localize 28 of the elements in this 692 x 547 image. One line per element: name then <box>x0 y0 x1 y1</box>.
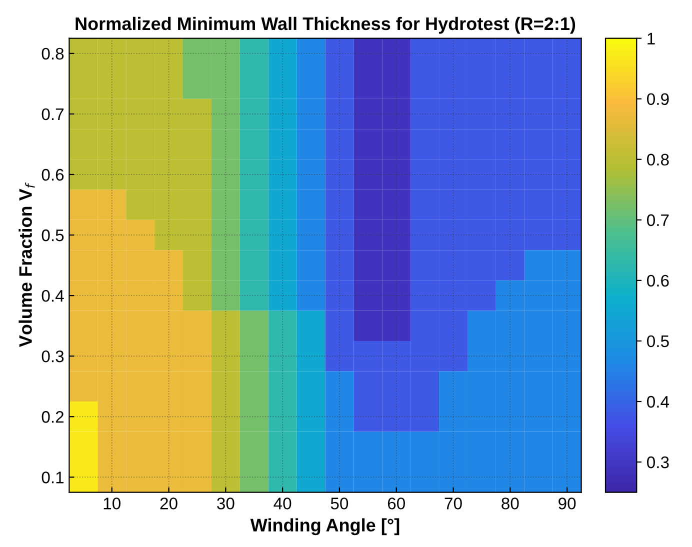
color-bar-label: 0.3 <box>647 456 669 468</box>
y-tick-label: 0.6 <box>42 168 64 181</box>
y-tick-label: 0.8 <box>42 48 64 60</box>
x-tick-label: 60 <box>388 498 405 510</box>
y-tick-label: 0.2 <box>42 411 64 423</box>
y-tick-label: 0.4 <box>42 290 64 302</box>
x-tick-label: 20 <box>160 498 178 510</box>
color-bar-label: 0.8 <box>647 154 669 166</box>
x-tick-label: 40 <box>274 498 292 510</box>
y-tick-label: 0.5 <box>42 229 64 242</box>
x-tick-label: 10 <box>104 498 120 510</box>
y-axis-title: Volume Fraction V$_{f}$ <box>18 182 35 348</box>
color-bar-label: 1 <box>648 32 655 44</box>
color-bar-label: 0.6 <box>647 274 669 287</box>
y-tick-label: 0.1 <box>42 472 64 484</box>
x-axis-title: Winding Angle [°] <box>250 518 400 536</box>
color-bar-label: 0.4 <box>647 396 670 408</box>
x-tick-label: 80 <box>502 498 519 510</box>
x-tick-label: 70 <box>444 498 462 510</box>
color-bar-label: 0.9 <box>647 93 669 106</box>
y-tick-label: 0.3 <box>42 350 64 362</box>
color-bar-label: 0.7 <box>647 214 669 226</box>
x-tick-label: 50 <box>330 498 348 510</box>
x-tick-label: 90 <box>558 498 576 510</box>
x-tick-label: 30 <box>217 498 234 510</box>
y-tick-label: 0.7 <box>42 108 64 120</box>
chart-title: Normalized Minimum Wall Thickness for Hydrotest (R=2:1) <box>76 16 576 34</box>
color-bar-label: 0.5 <box>647 335 669 348</box>
